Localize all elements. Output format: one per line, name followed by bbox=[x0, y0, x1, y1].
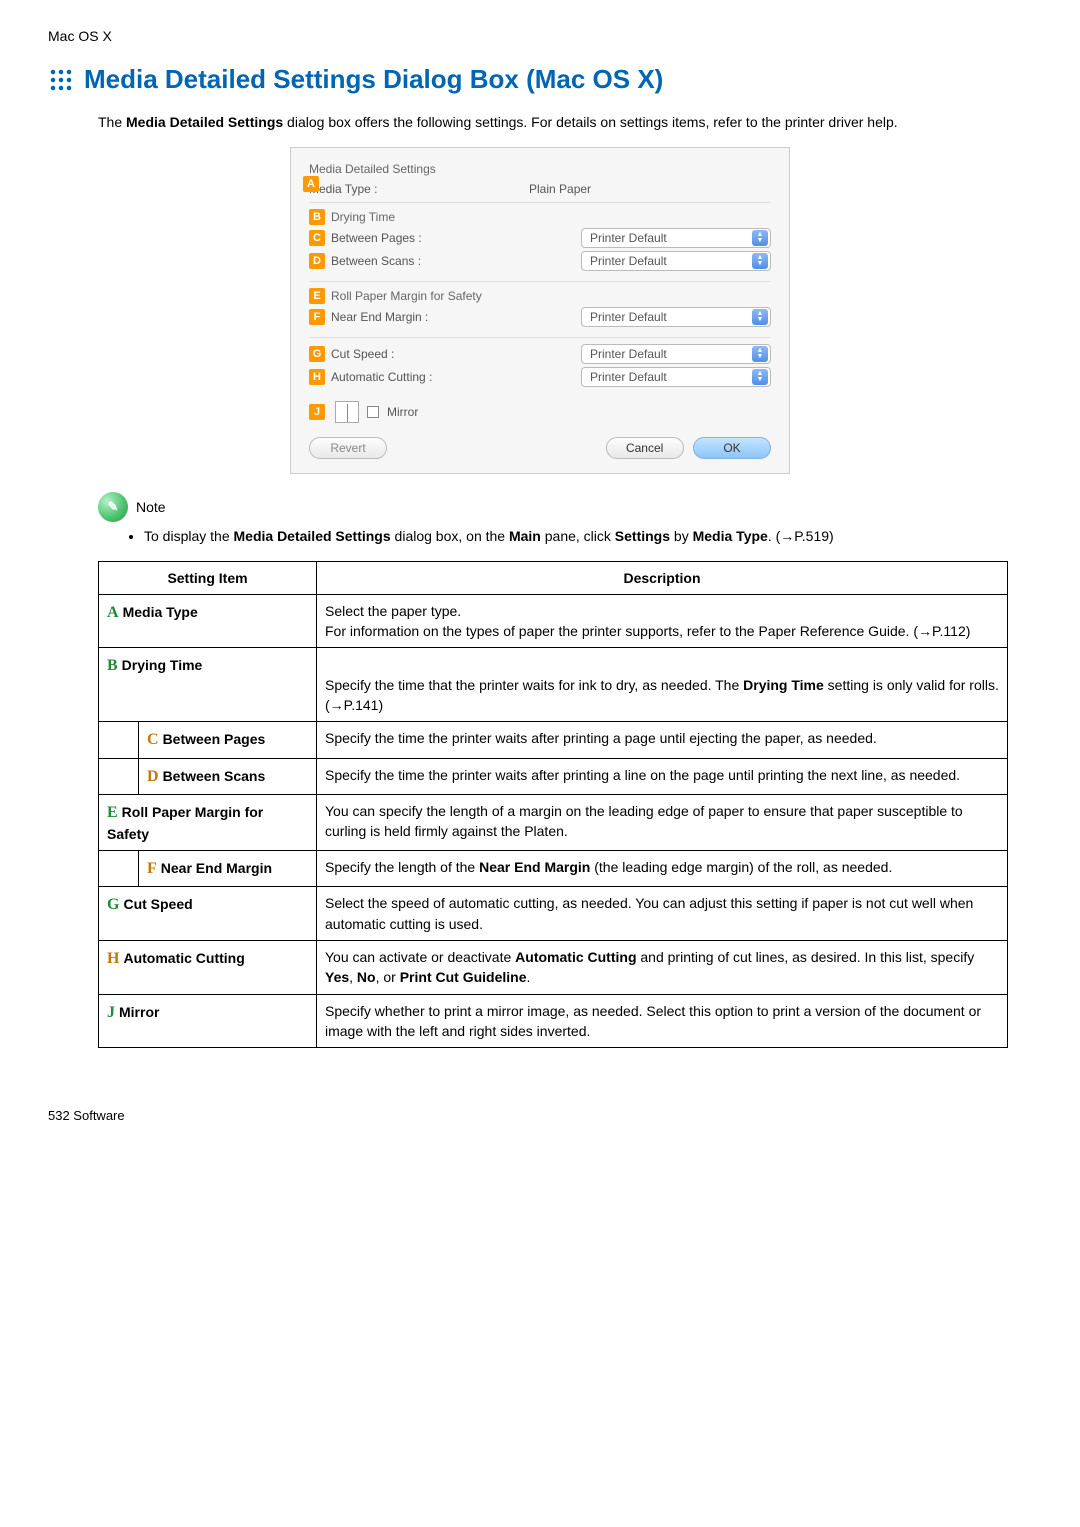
revert-button[interactable]: Revert bbox=[309, 437, 387, 459]
mirror-label: Mirror bbox=[387, 405, 418, 419]
breadcrumb: Mac OS X bbox=[48, 28, 1032, 44]
tag-f: F bbox=[309, 309, 325, 325]
mirror-checkbox[interactable] bbox=[367, 406, 379, 418]
row-desc: Select the paper type. For information o… bbox=[317, 594, 1008, 648]
automatic-cutting-select[interactable]: Printer Default ▲▼ bbox=[581, 367, 771, 387]
note-item: To display the Media Detailed Settings d… bbox=[144, 526, 1032, 547]
cut-speed-value: Printer Default bbox=[590, 347, 667, 361]
ok-button[interactable]: OK bbox=[693, 437, 771, 459]
page-title: Media Detailed Settings Dialog Box (Mac … bbox=[84, 64, 663, 95]
cancel-button[interactable]: Cancel bbox=[606, 437, 684, 459]
th-setting: Setting Item bbox=[99, 561, 317, 594]
row-desc: Specify the time the printer waits after… bbox=[317, 758, 1008, 794]
row-letter: G bbox=[107, 896, 119, 913]
between-scans-label: Between Scans : bbox=[331, 254, 421, 268]
tag-h: H bbox=[309, 369, 325, 385]
mirror-icon bbox=[335, 401, 359, 423]
row-name: Between Scans bbox=[163, 768, 266, 784]
tag-g: G bbox=[309, 346, 325, 362]
row-desc: Specify whether to print a mirror image,… bbox=[317, 994, 1008, 1048]
table-row: ERoll Paper Margin for Safety You can sp… bbox=[99, 794, 1008, 850]
intro-prefix: The bbox=[98, 114, 126, 130]
row-name: Mirror bbox=[119, 1004, 159, 1020]
row-desc: Select the speed of automatic cutting, a… bbox=[317, 887, 1008, 941]
dropdown-icon: ▲▼ bbox=[752, 253, 768, 269]
drying-time-label: Drying Time bbox=[331, 210, 395, 224]
grid-icon bbox=[48, 67, 74, 93]
table-row: DBetween Scans Specify the time the prin… bbox=[99, 758, 1008, 794]
row-name: Between Pages bbox=[163, 731, 266, 747]
page-title-row: Media Detailed Settings Dialog Box (Mac … bbox=[48, 64, 1032, 95]
row-desc: Specify the time the printer waits after… bbox=[317, 722, 1008, 758]
table-row: AMedia Type Select the paper type. For i… bbox=[99, 594, 1008, 648]
cut-speed-select[interactable]: Printer Default ▲▼ bbox=[581, 344, 771, 364]
page-footer: 532 Software bbox=[48, 1108, 1032, 1123]
dropdown-icon: ▲▼ bbox=[752, 309, 768, 325]
row-letter: B bbox=[107, 657, 118, 674]
roll-margin-label: Roll Paper Margin for Safety bbox=[331, 289, 482, 303]
automatic-cutting-value: Printer Default bbox=[590, 370, 667, 384]
between-pages-select[interactable]: Printer Default ▲▼ bbox=[581, 228, 771, 248]
note-list: To display the Media Detailed Settings d… bbox=[126, 526, 1032, 547]
note-icon: ✎ bbox=[98, 492, 128, 522]
row-desc: You can activate or deactivate Automatic… bbox=[317, 941, 1008, 995]
row-letter: J bbox=[107, 1004, 115, 1021]
near-end-margin-value: Printer Default bbox=[590, 310, 667, 324]
row-name: Cut Speed bbox=[123, 896, 192, 912]
table-row: GCut Speed Select the speed of automatic… bbox=[99, 887, 1008, 941]
between-scans-select[interactable]: Printer Default ▲▼ bbox=[581, 251, 771, 271]
row-letter: D bbox=[147, 768, 159, 785]
dropdown-icon: ▲▼ bbox=[752, 369, 768, 385]
between-pages-value: Printer Default bbox=[590, 231, 667, 245]
media-settings-dialog: Media Detailed Settings A Media Type : P… bbox=[290, 147, 790, 474]
note-row: ✎ Note bbox=[98, 492, 1032, 522]
row-letter: F bbox=[147, 860, 157, 877]
automatic-cutting-label: Automatic Cutting : bbox=[331, 370, 432, 384]
tag-j: J bbox=[309, 404, 325, 420]
dialog-header: Media Detailed Settings bbox=[309, 162, 771, 176]
row-desc: You can specify the length of a margin o… bbox=[317, 794, 1008, 850]
intro-text: The Media Detailed Settings dialog box o… bbox=[98, 113, 1032, 133]
row-name: Roll Paper Margin for Safety bbox=[107, 804, 263, 842]
row-desc: Specify the time that the printer waits … bbox=[317, 648, 1008, 722]
row-letter: A bbox=[107, 604, 119, 621]
table-row: BDrying Time Specify the time that the p… bbox=[99, 648, 1008, 722]
row-letter: E bbox=[107, 804, 118, 821]
settings-table: Setting Item Description AMedia Type Sel… bbox=[98, 561, 1008, 1049]
table-row: FNear End Margin Specify the length of t… bbox=[99, 851, 1008, 887]
tag-a: A bbox=[303, 176, 319, 192]
intro-suffix: dialog box offers the following settings… bbox=[283, 114, 898, 130]
tag-b: B bbox=[309, 209, 325, 225]
table-row: CBetween Pages Specify the time the prin… bbox=[99, 722, 1008, 758]
tag-d: D bbox=[309, 253, 325, 269]
row-name: Near End Margin bbox=[161, 860, 272, 876]
row-name: Automatic Cutting bbox=[123, 950, 244, 966]
near-end-margin-label: Near End Margin : bbox=[331, 310, 428, 324]
note-label: Note bbox=[136, 499, 166, 515]
th-description: Description bbox=[317, 561, 1008, 594]
row-name: Media Type bbox=[123, 604, 198, 620]
dropdown-icon: ▲▼ bbox=[752, 230, 768, 246]
dropdown-icon: ▲▼ bbox=[752, 346, 768, 362]
intro-bold: Media Detailed Settings bbox=[126, 114, 283, 130]
cut-speed-label: Cut Speed : bbox=[331, 347, 394, 361]
row-letter: C bbox=[147, 731, 159, 748]
row-name: Drying Time bbox=[122, 657, 203, 673]
media-type-label: Media Type : bbox=[309, 182, 377, 196]
between-scans-value: Printer Default bbox=[590, 254, 667, 268]
between-pages-label: Between Pages : bbox=[331, 231, 422, 245]
tag-e: E bbox=[309, 288, 325, 304]
near-end-margin-select[interactable]: Printer Default ▲▼ bbox=[581, 307, 771, 327]
table-row: JMirror Specify whether to print a mirro… bbox=[99, 994, 1008, 1048]
row-desc: Specify the length of the Near End Margi… bbox=[317, 851, 1008, 887]
tag-c: C bbox=[309, 230, 325, 246]
media-type-value: Plain Paper bbox=[529, 182, 591, 196]
table-row: HAutomatic Cutting You can activate or d… bbox=[99, 941, 1008, 995]
row-letter: H bbox=[107, 950, 119, 967]
